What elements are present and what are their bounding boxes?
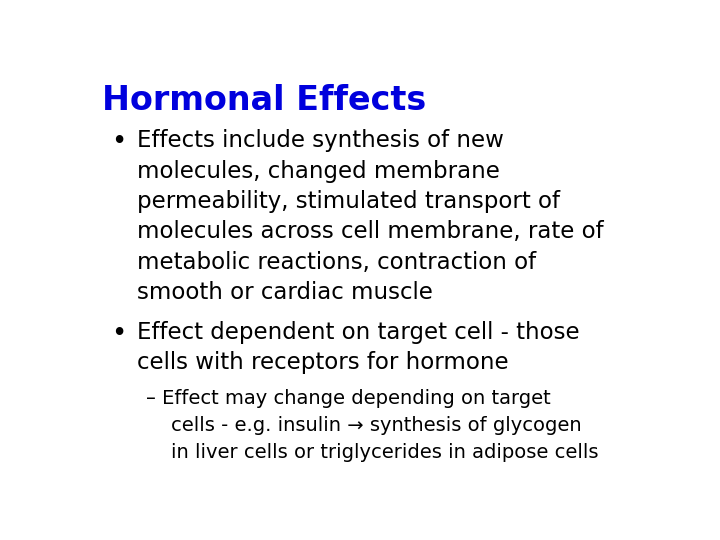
Text: permeability, stimulated transport of: permeability, stimulated transport of xyxy=(138,190,560,213)
Text: •: • xyxy=(111,129,127,155)
Text: •: • xyxy=(111,321,127,347)
Text: molecules, changed membrane: molecules, changed membrane xyxy=(138,160,500,183)
Text: Effect dependent on target cell - those: Effect dependent on target cell - those xyxy=(138,321,580,343)
Text: cells with receptors for hormone: cells with receptors for hormone xyxy=(138,351,509,374)
Text: – Effect may change depending on target: – Effect may change depending on target xyxy=(145,389,551,408)
Text: in liver cells or triglycerides in adipose cells: in liver cells or triglycerides in adipo… xyxy=(145,443,598,462)
Text: cells - e.g. insulin → synthesis of glycogen: cells - e.g. insulin → synthesis of glyc… xyxy=(145,416,582,435)
Text: Effects include synthesis of new: Effects include synthesis of new xyxy=(138,129,504,152)
Text: metabolic reactions, contraction of: metabolic reactions, contraction of xyxy=(138,251,536,274)
Text: smooth or cardiac muscle: smooth or cardiac muscle xyxy=(138,281,433,304)
Text: Hormonal Effects: Hormonal Effects xyxy=(102,84,426,117)
Text: molecules across cell membrane, rate of: molecules across cell membrane, rate of xyxy=(138,220,604,244)
